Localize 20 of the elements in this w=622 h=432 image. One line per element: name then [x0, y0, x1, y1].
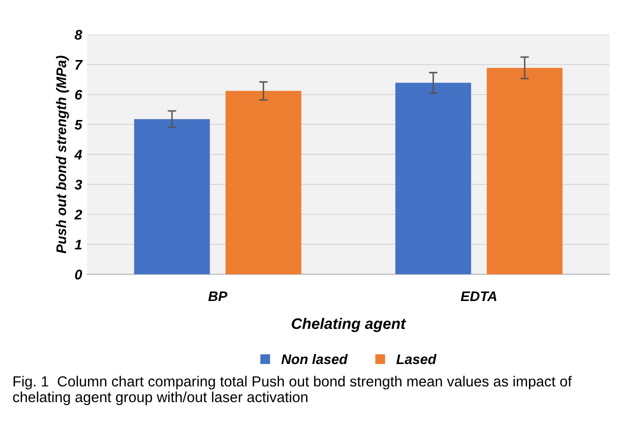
y-tick-label: 6 — [75, 90, 82, 100]
y-tick-label: 4 — [74, 150, 82, 160]
y-tick-label: 2 — [74, 210, 82, 220]
bar — [486, 68, 563, 274]
legend-label: Non lased — [281, 354, 348, 364]
bar — [395, 82, 472, 274]
y-tick-label: 8 — [74, 30, 82, 40]
bar — [226, 90, 302, 274]
y-tick-label: 5 — [74, 120, 82, 130]
legend-label: Lased — [396, 354, 437, 364]
y-axis-title: Push out bond strength (MPa) — [56, 56, 69, 254]
caption: Fig. 1 Column chart comparing total Push out bond strength mean values as impact of chelating agent group with/out laser activation — [13, 376, 572, 406]
x-tick-label: EDTA — [460, 291, 496, 302]
y-tick-label: 7 — [75, 60, 83, 70]
y-tick-label: 1 — [74, 240, 82, 250]
bar — [134, 119, 210, 274]
x-axis-title: Chelating agent — [292, 318, 406, 332]
y-tick-label: 0 — [75, 270, 82, 280]
x-tick-label: BP — [208, 291, 228, 302]
y-tick-label: 3 — [74, 180, 82, 190]
